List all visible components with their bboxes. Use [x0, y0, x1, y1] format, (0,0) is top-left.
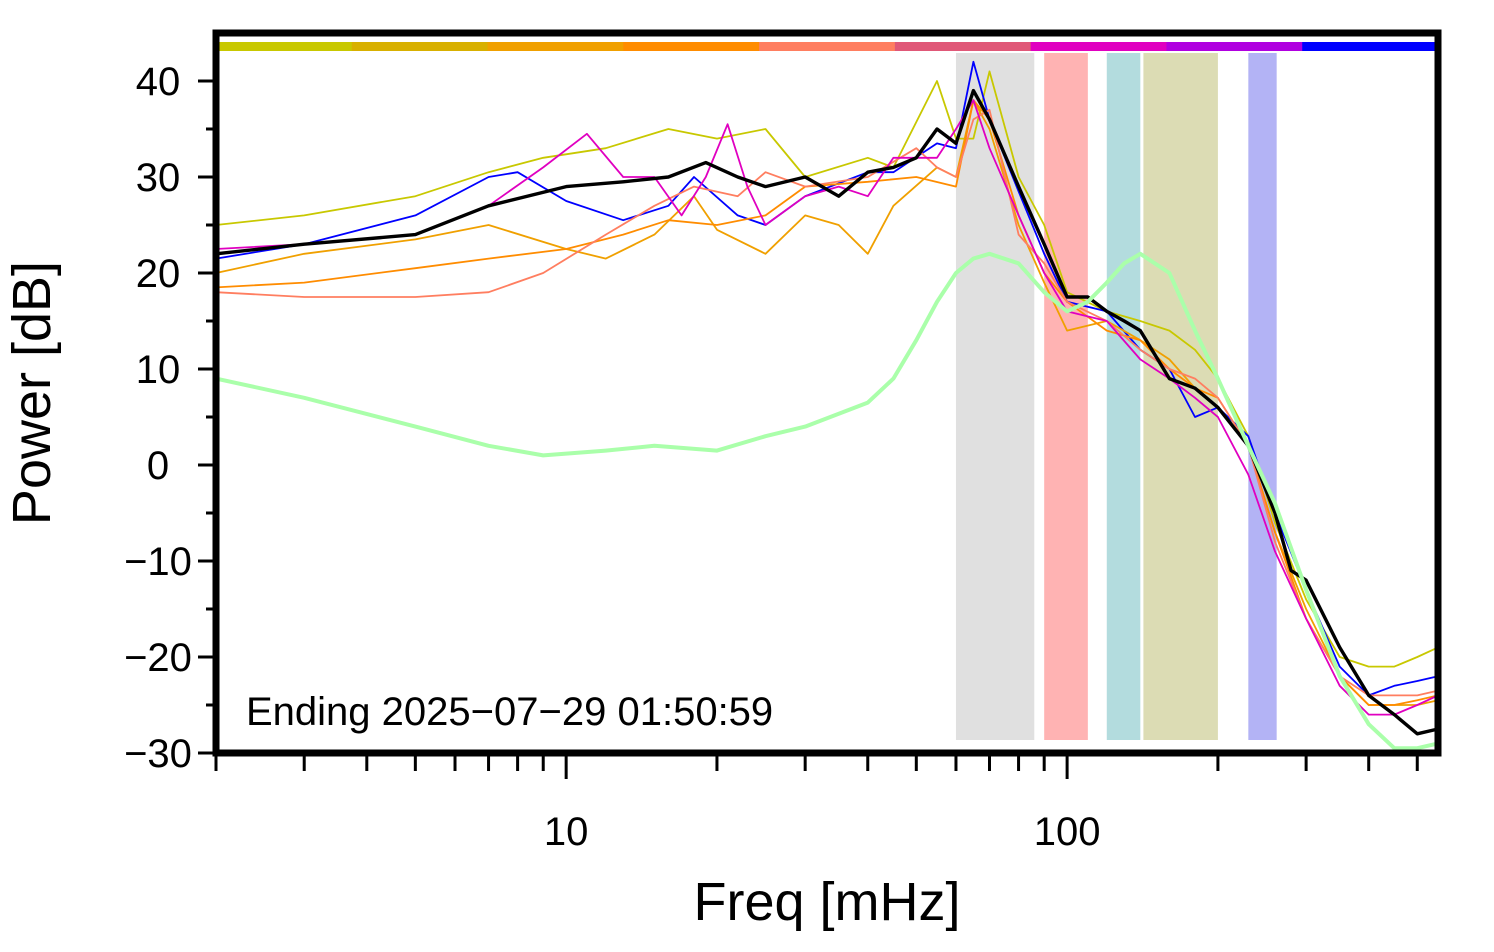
end-time-annotation: Ending 2025−07−29 01:50:59 — [246, 690, 773, 734]
time-colorbar — [216, 42, 1439, 51]
series-lines — [214, 60, 1440, 751]
colorbar-segment-7 — [1166, 42, 1303, 51]
band-4 — [1248, 53, 1277, 740]
frequency-bands — [955, 53, 1277, 740]
y-tick-label-3: 10 — [136, 348, 181, 392]
series-line-0 — [215, 70, 1439, 668]
colorbar-segment-5 — [894, 42, 1032, 51]
y-tick-label-4: 0 — [147, 444, 169, 488]
colorbar-segment-4 — [759, 42, 896, 51]
colorbar-segment-8 — [1302, 42, 1439, 51]
band-2 — [1106, 53, 1141, 740]
y-tick-label-0: 40 — [136, 60, 181, 104]
colorbar-segment-3 — [623, 42, 760, 51]
series-line-4 — [215, 108, 1439, 697]
y-tick-label-7: −30 — [124, 732, 192, 776]
plot-frame — [212, 29, 1442, 757]
colorbar-segment-2 — [487, 42, 624, 51]
series-line-5 — [215, 99, 1439, 716]
series-line-6 — [214, 88, 1440, 736]
x-axis-title: Freq [mHz] — [693, 872, 960, 932]
x-tick-label-0: 10 — [544, 810, 589, 854]
colorbar-segment-0 — [216, 42, 353, 51]
series-line-7 — [214, 251, 1440, 751]
colorbar-segment-1 — [351, 42, 489, 51]
y-tick-label-2: 20 — [136, 252, 181, 296]
colorbar-segment-6 — [1030, 42, 1167, 51]
y-axis-title: Power [dB] — [2, 261, 62, 525]
band-1 — [1044, 53, 1088, 740]
x-tick-label-1: 100 — [1034, 810, 1101, 854]
y-tick-label-5: −10 — [124, 540, 192, 584]
band-0 — [955, 53, 1035, 740]
y-tick-label-6: −20 — [124, 636, 192, 680]
y-tick-label-1: 30 — [136, 156, 181, 200]
